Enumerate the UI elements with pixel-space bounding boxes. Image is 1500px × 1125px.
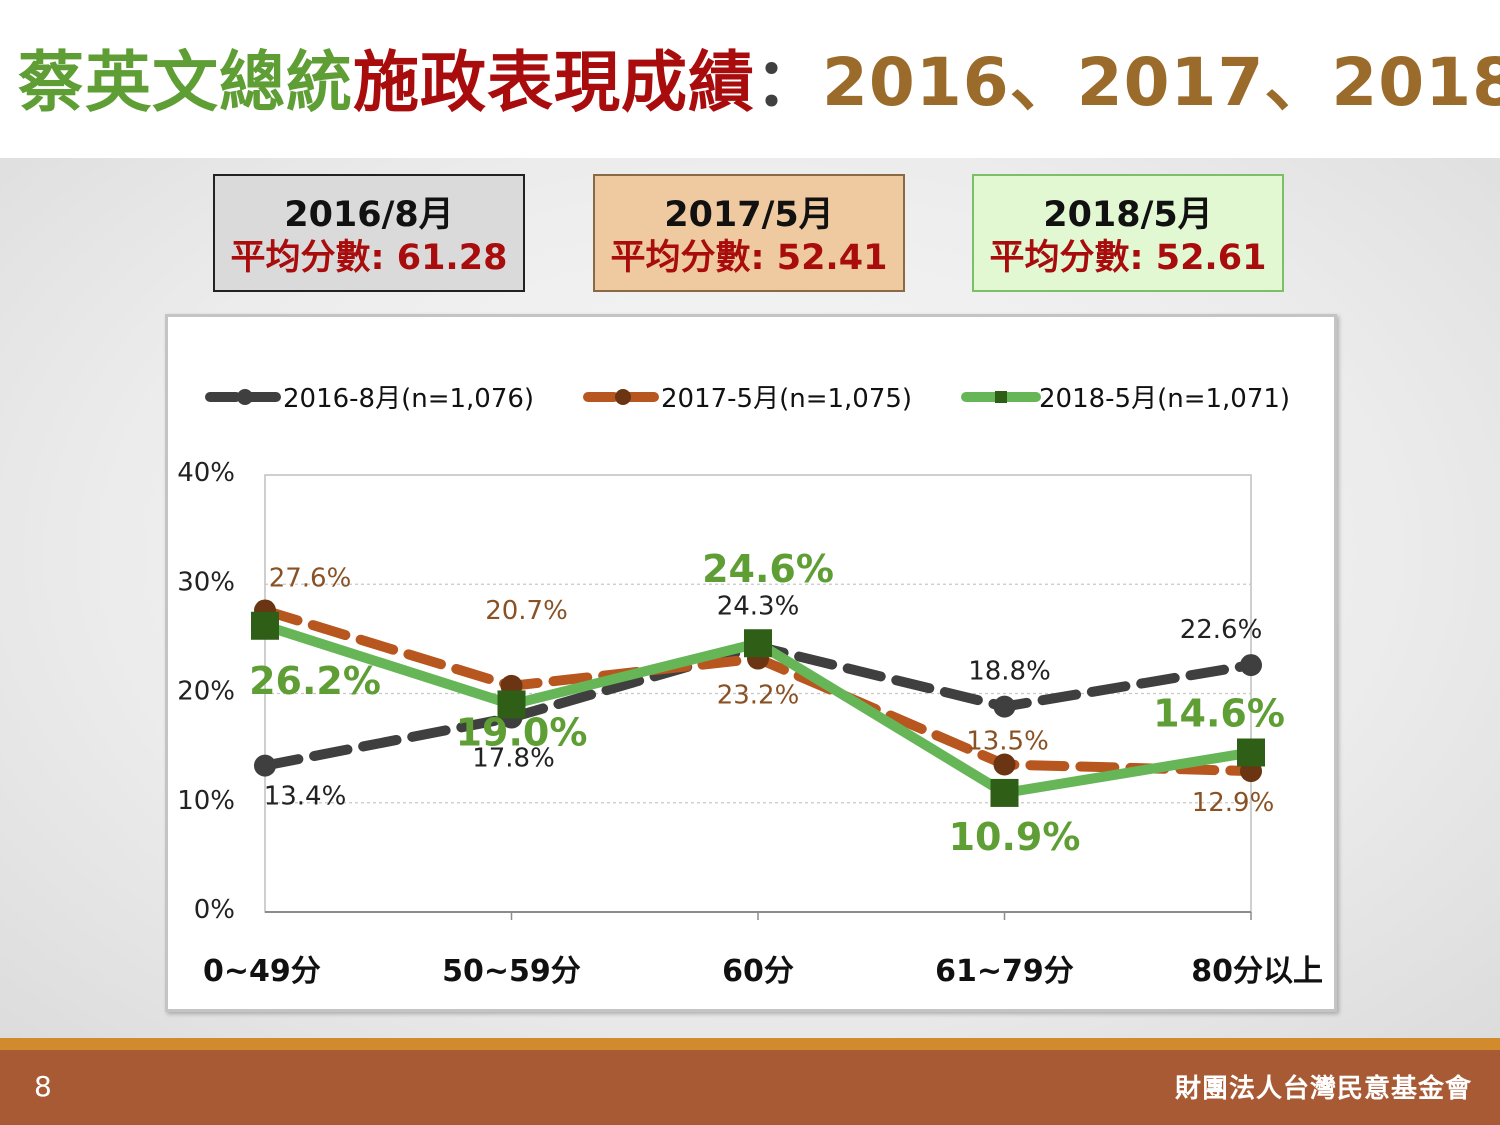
data-label: 18.8% [968,657,1051,687]
score-box-date: 2016/8月 [284,195,454,235]
data-label: 23.2% [717,681,800,711]
page-number: 8 [34,1070,52,1103]
x-category-label: 0~49分 [203,954,321,989]
footer-bar [0,1050,1500,1125]
score-box-average: 平均分數: 61.28 [230,238,508,278]
y-tick-label: 30% [177,567,235,597]
score-box-2017: 2017/5月 平均分數: 52.41 [593,174,905,292]
y-tick-label: 0% [194,895,235,925]
data-point [990,778,1019,807]
data-label: 13.5% [966,727,1049,757]
x-category-label: 80分以上 [1191,954,1323,989]
data-point [251,611,279,640]
title-part-2: 施政表現成績 [353,44,755,121]
data-label: 27.6% [269,563,352,593]
score-box-2016: 2016/8月 平均分數: 61.28 [213,174,525,292]
data-point [1240,654,1262,677]
data-label: 24.6% [702,547,834,591]
score-box-date: 2018/5月 [1043,195,1213,235]
data-label: 20.7% [485,596,568,626]
data-point [993,753,1016,776]
legend-label: 2016-8月(n=1,076) [283,384,534,414]
data-label: 10.9% [949,815,1081,859]
line-chart: 0% 10% 20% 30% 40% 0~49分 50~59分 60分 61~79分 80分以上 1… [177,384,1323,989]
title-part-1: 蔡英文總統 [18,44,353,121]
page-title: 蔡英文總統施政表現成績：2016、2017、2018 [18,38,1500,128]
x-category-label: 60分 [722,954,794,989]
x-category-label: 50~59分 [442,954,581,989]
data-label: 22.6% [1180,615,1263,645]
y-tick-label: 20% [177,677,235,707]
data-label: 12.9% [1192,788,1275,818]
data-point [1237,738,1265,767]
score-box-average: 平均分數: 52.41 [610,238,888,278]
legend-label: 2018-5月(n=1,071) [1039,384,1290,414]
organization-name: 財團法人台灣民意基金會 [1174,1074,1472,1104]
data-point [254,754,276,777]
data-point [497,690,526,719]
legend-label: 2017-5月(n=1,075) [661,384,912,414]
y-tick-label: 10% [177,786,235,816]
data-point [744,629,772,658]
score-box-average: 平均分數: 52.61 [989,238,1267,278]
score-box-date: 2017/5月 [664,195,834,235]
data-label: 26.2% [249,659,381,703]
data-label: 19.0% [456,710,588,754]
data-label: 14.6% [1153,691,1285,735]
data-label: 17.8% [472,744,555,774]
title-separator: ： [755,44,822,121]
y-tick-label: 40% [177,458,235,488]
chart-frame: 0% 10% 20% 30% 40% 0~49分 50~59分 60分 61~79分 80分以上 1… [165,314,1337,1012]
title-part-3: 2016、2017、2018 [822,44,1500,121]
score-box-2018: 2018/5月 平均分數: 52.61 [972,174,1284,292]
legend-swatch-marker [237,389,253,405]
data-point [993,695,1016,718]
data-label: 24.3% [717,592,800,622]
footer-stripe [0,1038,1500,1050]
title-bar: 蔡英文總統施政表現成績：2016、2017、2018 [0,0,1500,158]
legend-swatch-marker [995,391,1007,403]
legend-swatch-marker [615,389,631,405]
data-label: 13.4% [264,782,347,812]
x-category-label: 61~79分 [935,954,1074,989]
